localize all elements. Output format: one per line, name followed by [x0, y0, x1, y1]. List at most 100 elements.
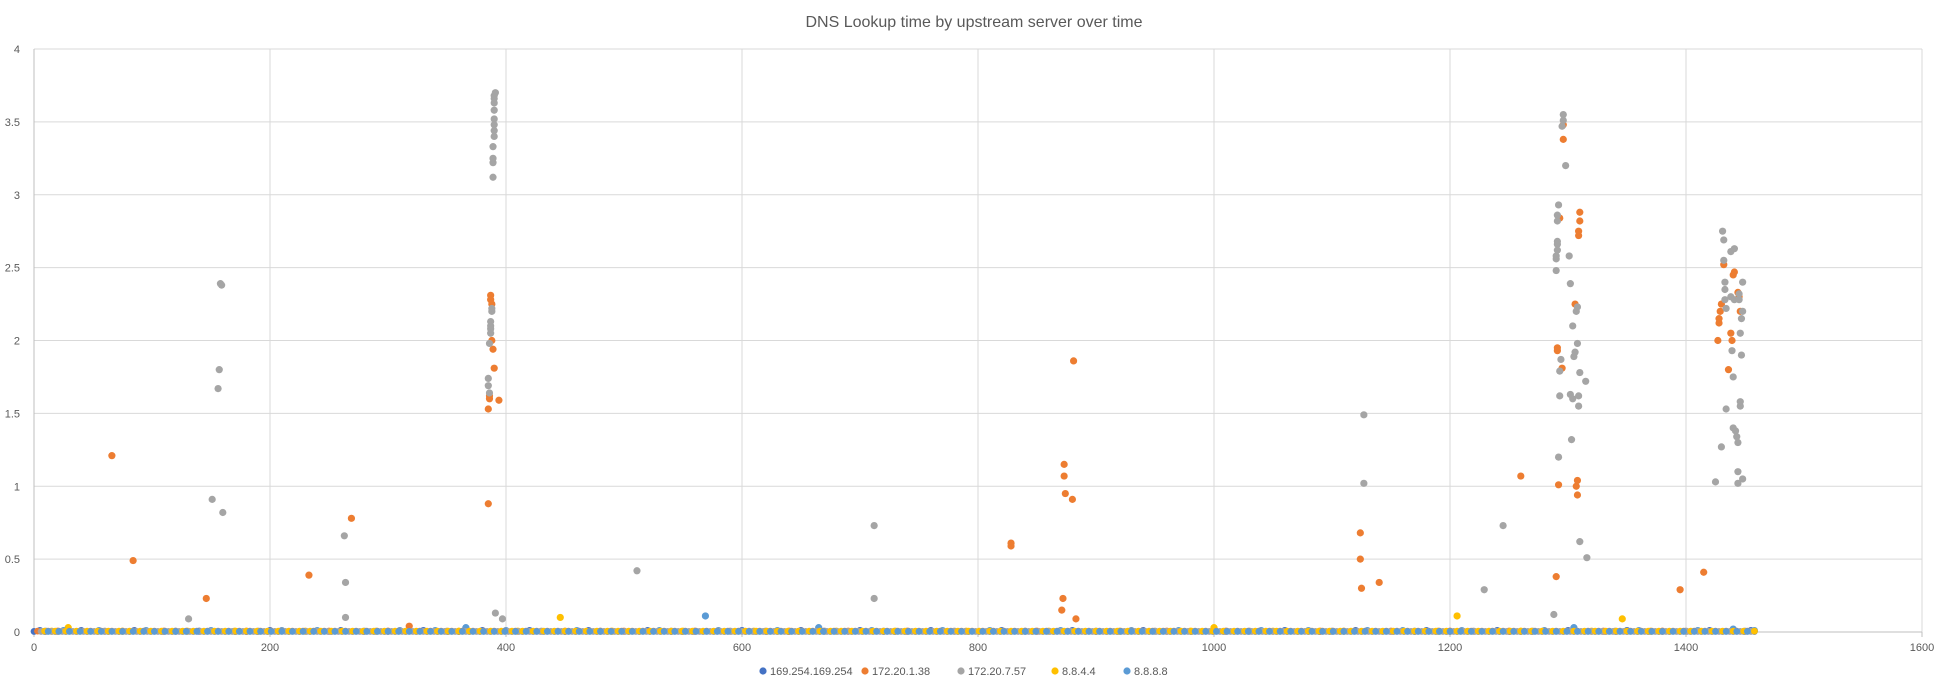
baseline-point: [108, 628, 116, 635]
data-point: [1360, 479, 1368, 487]
baseline-point: [246, 628, 254, 635]
data-point: [1356, 555, 1364, 563]
baseline-point: [565, 628, 572, 635]
data-point: [489, 143, 497, 151]
data-point: [1715, 315, 1723, 323]
baseline-point: [989, 628, 997, 635]
y-tick-label: 1: [14, 481, 20, 493]
legend-item: 172.20.7.57: [957, 666, 1026, 678]
baseline-point: [1085, 628, 1093, 635]
baseline-point: [384, 628, 392, 635]
baseline-point: [1096, 628, 1103, 635]
data-point: [1559, 110, 1567, 119]
baseline-point: [1584, 628, 1592, 635]
baseline-point: [713, 628, 721, 635]
data-point: [701, 612, 710, 620]
data-point: [1575, 392, 1583, 400]
baseline-point: [140, 628, 148, 635]
baseline-point: [681, 628, 689, 635]
x-tick-label: 1600: [1910, 642, 1934, 654]
baseline-point: [1574, 628, 1581, 635]
y-tick-label: 4: [14, 44, 20, 56]
baseline-point: [883, 628, 891, 635]
data-point: [490, 132, 498, 141]
baseline-point: [809, 628, 817, 635]
baseline-point: [1552, 628, 1560, 635]
data-point: [1553, 237, 1561, 245]
baseline-point: [1435, 628, 1443, 635]
baseline-point: [55, 628, 63, 635]
data-point: [1711, 478, 1720, 486]
data-point: [1716, 307, 1724, 315]
baseline-point: [182, 628, 190, 635]
baseline-point: [554, 628, 562, 635]
y-tick-label: 2.5: [5, 263, 20, 275]
baseline-point: [1011, 628, 1018, 635]
baseline-point: [1478, 628, 1486, 635]
baseline-point: [310, 628, 318, 635]
baseline-point: [1690, 628, 1698, 635]
baseline-point: [798, 628, 806, 635]
data-point: [1721, 278, 1729, 286]
data-point: [489, 154, 497, 162]
data-point: [1734, 468, 1742, 476]
baseline-point: [597, 628, 604, 635]
data-point: [1573, 476, 1582, 485]
data-point: [1721, 296, 1729, 304]
data-point: [1565, 252, 1573, 260]
baseline-point: [671, 628, 679, 635]
data-point: [214, 384, 222, 393]
legend-marker: [1123, 667, 1131, 675]
baseline-point: [1202, 628, 1210, 635]
data-point: [1731, 427, 1740, 435]
baseline-point: [745, 628, 753, 635]
baseline-point: [1106, 628, 1114, 635]
baseline-point: [1181, 628, 1188, 635]
baseline-point: [820, 628, 827, 635]
data-point: [1720, 236, 1728, 244]
baseline-point: [1489, 628, 1496, 635]
data-point: [305, 571, 313, 579]
data-point: [490, 121, 498, 129]
baseline-point: [501, 628, 509, 635]
baseline-point: [766, 628, 774, 635]
data-point: [129, 556, 137, 565]
baseline-point: [1393, 628, 1401, 635]
baseline-point: [1648, 628, 1656, 635]
baseline-point: [1361, 628, 1369, 635]
baseline-point: [1340, 628, 1348, 635]
baseline-point: [1712, 628, 1719, 635]
baseline-point: [1287, 628, 1295, 635]
baseline-point: [830, 628, 838, 635]
baseline-point: [756, 628, 764, 635]
data-point: [347, 514, 356, 522]
data-point: [1360, 411, 1368, 419]
data-point: [1573, 303, 1582, 311]
baseline-point: [1372, 628, 1380, 635]
data-point: [1618, 615, 1626, 623]
data-point: [1734, 479, 1742, 487]
data-point: [1676, 586, 1684, 594]
baseline-point: [1053, 628, 1061, 635]
data-point: [405, 622, 413, 630]
baseline-point: [1733, 628, 1741, 635]
data-point: [208, 495, 216, 503]
baseline-point: [1595, 628, 1603, 635]
data-point: [1554, 201, 1563, 209]
data-point: [484, 382, 492, 390]
baseline-point: [735, 628, 742, 635]
data-point: [1721, 285, 1729, 294]
data-point: [1736, 329, 1744, 337]
baseline-point: [1149, 628, 1157, 635]
baseline-point: [1255, 628, 1263, 635]
baseline-point: [1680, 628, 1688, 635]
baseline-point: [692, 628, 700, 635]
baseline-point: [66, 628, 73, 635]
baseline-point: [1266, 628, 1273, 635]
data-point: [1567, 436, 1576, 444]
baseline-point: [862, 628, 870, 635]
baseline-point: [352, 628, 360, 635]
legend-label: 172.20.7.57: [968, 666, 1026, 678]
baseline-point: [533, 628, 541, 635]
data-point: [1733, 433, 1741, 441]
